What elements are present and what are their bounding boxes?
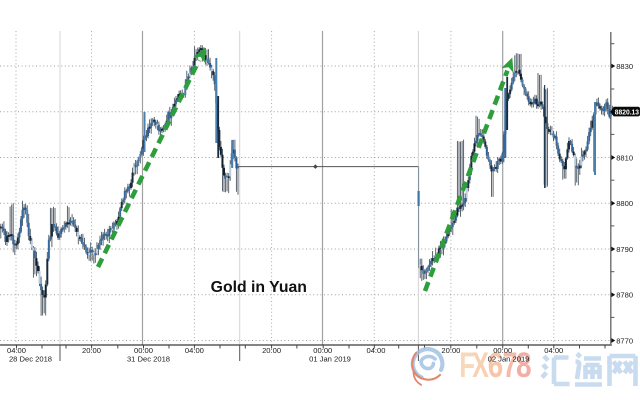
svg-text:8780: 8780	[616, 291, 633, 300]
svg-text:8770: 8770	[616, 336, 633, 345]
svg-text:8790: 8790	[616, 245, 633, 254]
svg-text:Gold in Yuan: Gold in Yuan	[211, 279, 307, 296]
svg-text:8820.13: 8820.13	[615, 107, 639, 116]
svg-text:00:00: 00:00	[313, 346, 332, 355]
svg-text:01 Jan 2019: 01 Jan 2019	[309, 355, 351, 364]
svg-text:20:00: 20:00	[82, 346, 101, 355]
svg-text:04:00: 04:00	[366, 346, 385, 355]
svg-text:8: 8	[516, 346, 532, 385]
svg-text:02 Jan 2019: 02 Jan 2019	[488, 355, 530, 364]
svg-text:7: 7	[503, 346, 518, 385]
svg-text:04:00: 04:00	[185, 346, 204, 355]
svg-text:04:00: 04:00	[544, 346, 563, 355]
svg-text:F: F	[459, 346, 475, 385]
svg-text:6: 6	[488, 346, 503, 385]
svg-text:00:00: 00:00	[134, 346, 153, 355]
svg-text:20:00: 20:00	[262, 346, 281, 355]
svg-text:8830: 8830	[616, 62, 633, 71]
svg-text:8800: 8800	[616, 199, 633, 208]
svg-text:8810: 8810	[616, 153, 633, 162]
svg-text:00:00: 00:00	[493, 346, 512, 355]
svg-text:04:00: 04:00	[7, 346, 26, 355]
svg-text:20:00: 20:00	[441, 346, 460, 355]
svg-text:X: X	[472, 346, 489, 385]
svg-text:28 Dec 2018: 28 Dec 2018	[9, 355, 52, 364]
svg-text:31 Dec 2018: 31 Dec 2018	[127, 355, 170, 364]
